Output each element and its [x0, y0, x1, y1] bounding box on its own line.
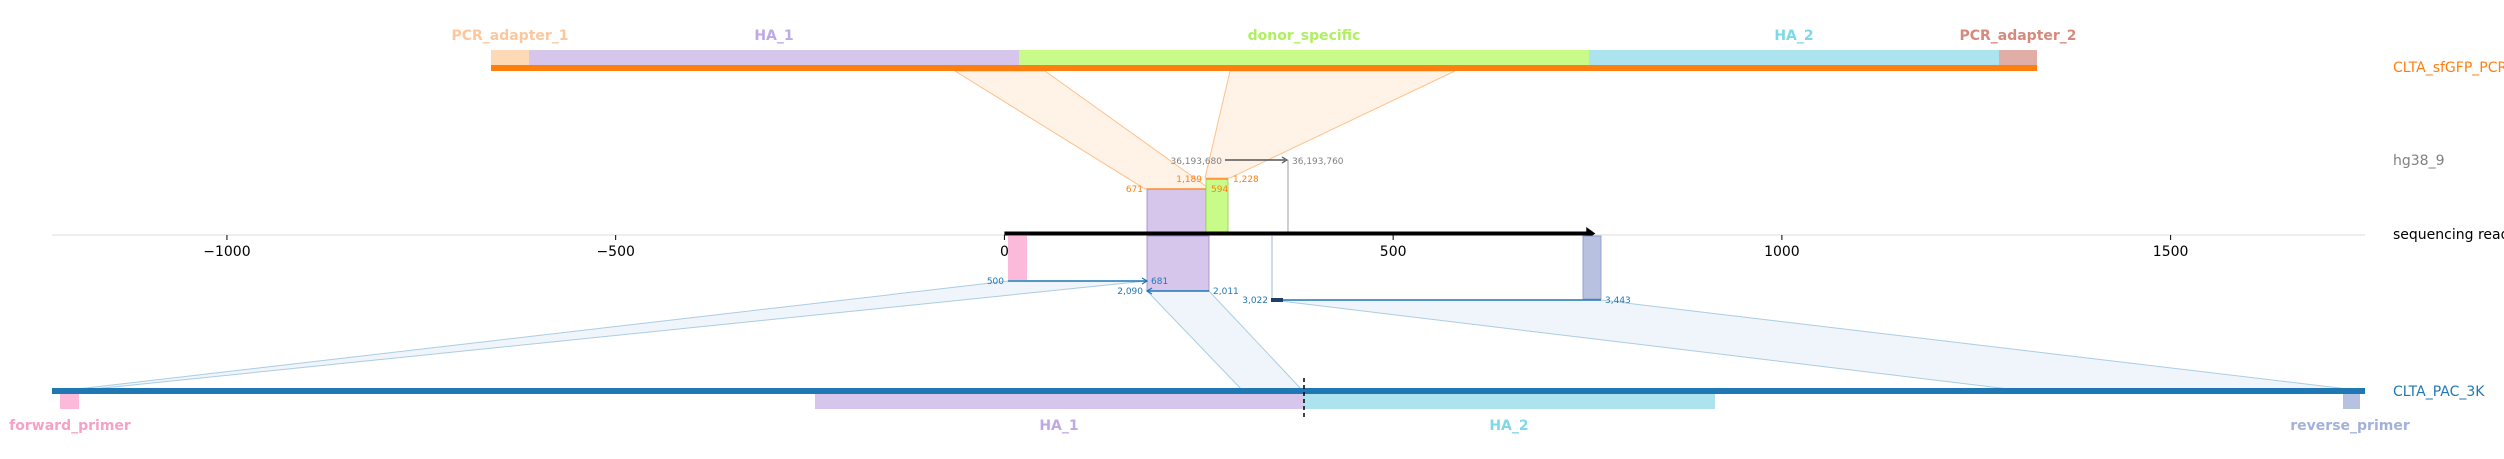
label-ha-1-bottom: HA_1	[1039, 418, 1078, 434]
donor-specific-block	[1019, 50, 1589, 65]
axis-tick-label: −1000	[203, 244, 250, 260]
bottom-coord-b-start: 2,090	[1117, 287, 1143, 297]
reverse-primer-block	[2343, 394, 2360, 409]
genome-coord-orange-b: 1,228	[1233, 175, 1259, 185]
blue-projection-b	[1145, 290, 1305, 392]
blue-projection-c	[1271, 299, 2366, 392]
label-reverse-primer: reverse_primer	[2290, 418, 2410, 434]
label-ha-2-bottom: HA_2	[1489, 418, 1528, 434]
blue-align-arrow-a	[1141, 277, 1149, 285]
bottom-ha1-block	[815, 394, 1303, 409]
label-ha-1-top: HA_1	[754, 28, 793, 44]
track-label-top: CLTA_sfGFP_PCR	[2393, 60, 2504, 76]
genome-coord-orange-left: 671	[1126, 185, 1143, 195]
bottom-coord-c-start: 3,022	[1242, 296, 1268, 306]
blue-align-arrow-b	[1145, 287, 1153, 295]
axis-tick-label: 0	[1000, 244, 1009, 260]
top-construct	[491, 50, 2037, 71]
label-forward-primer: forward_primer	[9, 418, 131, 434]
top-construct-bar	[491, 65, 2037, 71]
axis-ticks: −1000 −500 0 500 1000 1500	[203, 235, 2188, 260]
bottom-coord-a-start: 500	[987, 277, 1004, 287]
track-label-bottom: CLTA_PAC_3K	[2393, 384, 2485, 400]
bottom-coord-b-end: 2,011	[1213, 287, 1239, 297]
track-label-genome: hg38_9	[2393, 153, 2444, 169]
axis-tick-label: 1000	[1764, 244, 1800, 260]
bottom-construct-bar	[52, 388, 2365, 394]
label-pcr-adapter-2: PCR_adapter_2	[1959, 28, 2076, 44]
ha-2-block	[1589, 50, 1999, 65]
genome-coord-orange-right: 594	[1211, 185, 1228, 195]
axis-tick-label: 500	[1380, 244, 1407, 260]
read-axis-group: −1000 −500 0 500 1000 1500	[52, 227, 2365, 260]
read-forward-primer-segment	[1008, 236, 1027, 280]
pcr-adapter-2-block	[1999, 50, 2037, 65]
label-donor-specific: donor_specific	[1248, 28, 1361, 44]
blue-align-start-mark	[1271, 298, 1283, 302]
track-label-read: sequencing read	[2393, 227, 2504, 243]
genome-coord-start: 36,193,680	[1170, 157, 1222, 167]
read-reverse-segment	[1582, 235, 1602, 300]
genome-coord-end: 36,193,760	[1292, 157, 1344, 167]
bottom-construct	[52, 378, 2365, 418]
ha-1-block	[529, 50, 1019, 65]
axis-tick-label: −500	[596, 244, 634, 260]
forward-primer-block	[60, 394, 79, 409]
genome-ha1-block	[1146, 188, 1207, 234]
bottom-coord-c-end: 3,443	[1605, 296, 1631, 306]
genome-range-arrow	[1281, 156, 1289, 164]
orange-projection-a	[953, 70, 1212, 190]
label-ha-2-top: HA_2	[1774, 28, 1813, 44]
bottom-coord-a-end: 681	[1151, 277, 1168, 287]
genome-coord-orange-a: 1,189	[1176, 175, 1202, 185]
bottom-ha2-block	[1303, 394, 1715, 409]
pcr-adapter-1-block	[491, 50, 529, 65]
axis-tick-label: 1500	[2153, 244, 2189, 260]
blue-projection-a	[59, 280, 1148, 392]
orange-projection-b	[1204, 70, 1456, 179]
label-pcr-adapter-1: PCR_adapter_1	[451, 28, 568, 44]
